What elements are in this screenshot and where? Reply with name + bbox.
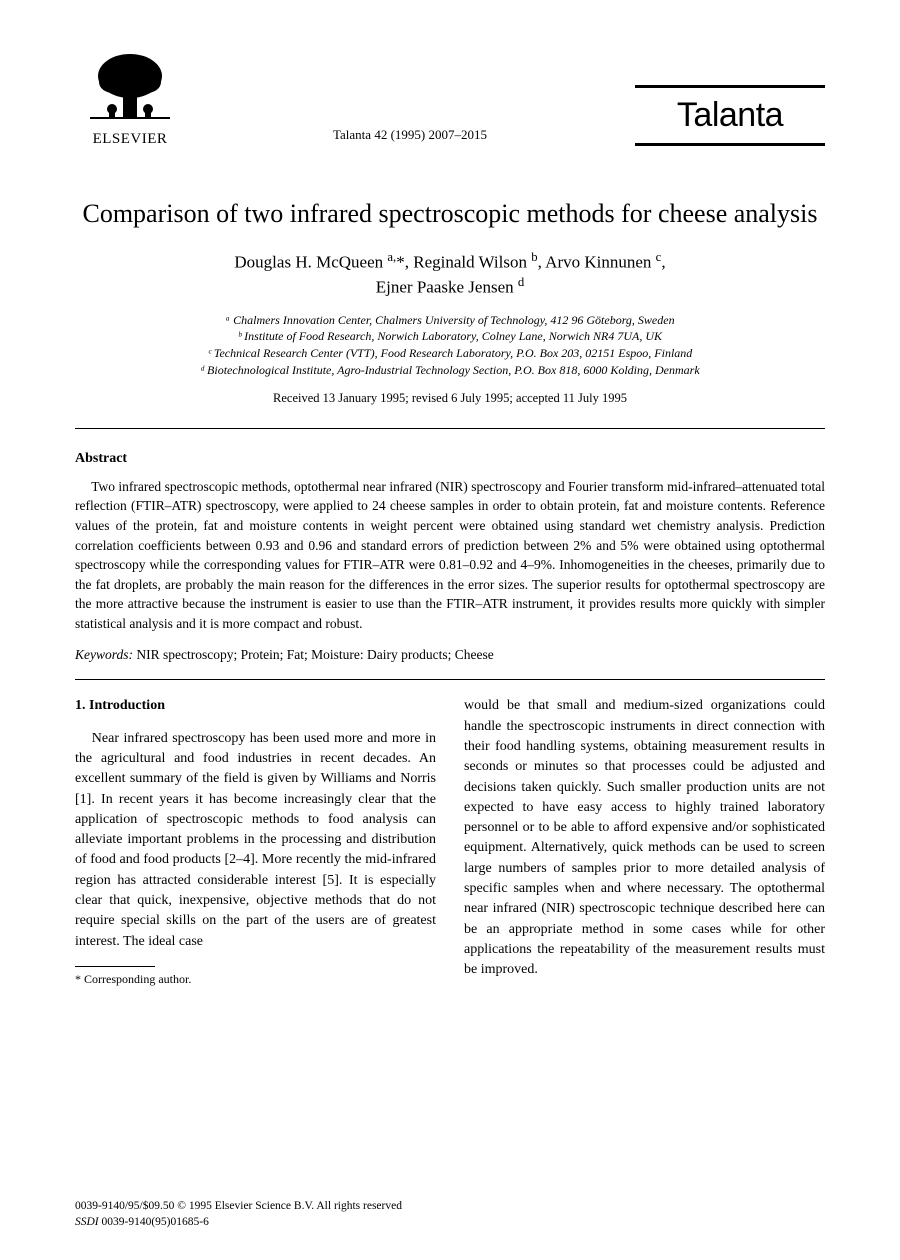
body-columns: 1. Introduction Near infrared spectrosco…	[75, 696, 825, 988]
journal-rule-top	[635, 85, 825, 88]
citation-line: Talanta 42 (1995) 2007–2015	[185, 127, 635, 148]
affiliations: ᵃ Chalmers Innovation Center, Chalmers U…	[75, 312, 825, 379]
affiliation-d: ᵈ Biotechnological Institute, Agro-Indus…	[75, 362, 825, 379]
header-row: ELSEVIER Talanta 42 (1995) 2007–2015 Tal…	[75, 48, 825, 148]
journal-block: Talanta	[635, 83, 825, 148]
corresponding-author-footnote: * Corresponding author.	[75, 971, 436, 988]
footnote-rule	[75, 966, 155, 967]
journal-name: Talanta	[677, 96, 783, 135]
article-dates: Received 13 January 1995; revised 6 July…	[75, 391, 825, 406]
intro-paragraph-left: Near infrared spectroscopy has been used…	[75, 729, 436, 952]
affiliation-c: ᶜ Technical Research Center (VTT), Food …	[75, 345, 825, 362]
journal-rule-bottom	[635, 143, 825, 146]
abstract-body: Two infrared spectroscopic methods, opto…	[75, 477, 825, 634]
rule-above-abstract	[75, 428, 825, 429]
keywords-text: NIR spectroscopy; Protein; Fat; Moisture…	[133, 647, 494, 662]
copyright-line-2: SSDI 0039-9140(95)01685-6	[75, 1214, 402, 1230]
keywords-label: Keywords:	[75, 647, 133, 662]
abstract-heading: Abstract	[75, 451, 825, 467]
publisher-block: ELSEVIER	[75, 48, 185, 148]
elsevier-tree-icon	[85, 48, 175, 128]
affiliation-a: ᵃ Chalmers Innovation Center, Chalmers U…	[75, 312, 825, 329]
article-title: Comparison of two infrared spectroscopic…	[75, 198, 825, 231]
affiliation-b: ᵇ Institute of Food Research, Norwich La…	[75, 328, 825, 345]
publisher-name: ELSEVIER	[93, 131, 168, 148]
rule-below-abstract	[75, 679, 825, 680]
column-left: 1. Introduction Near infrared spectrosco…	[75, 696, 436, 988]
intro-paragraph-right: would be that small and medium-sized org…	[464, 696, 825, 980]
keywords-line: Keywords: NIR spectroscopy; Protein; Fat…	[75, 647, 825, 663]
copyright-block: 0039-9140/95/$09.50 © 1995 Elsevier Scie…	[75, 1198, 402, 1230]
author-list: Douglas H. McQueen a,*, Reginald Wilson …	[75, 249, 825, 300]
copyright-line-1: 0039-9140/95/$09.50 © 1995 Elsevier Scie…	[75, 1198, 402, 1214]
column-right: would be that small and medium-sized org…	[464, 696, 825, 988]
section-heading-intro: 1. Introduction	[75, 696, 436, 716]
